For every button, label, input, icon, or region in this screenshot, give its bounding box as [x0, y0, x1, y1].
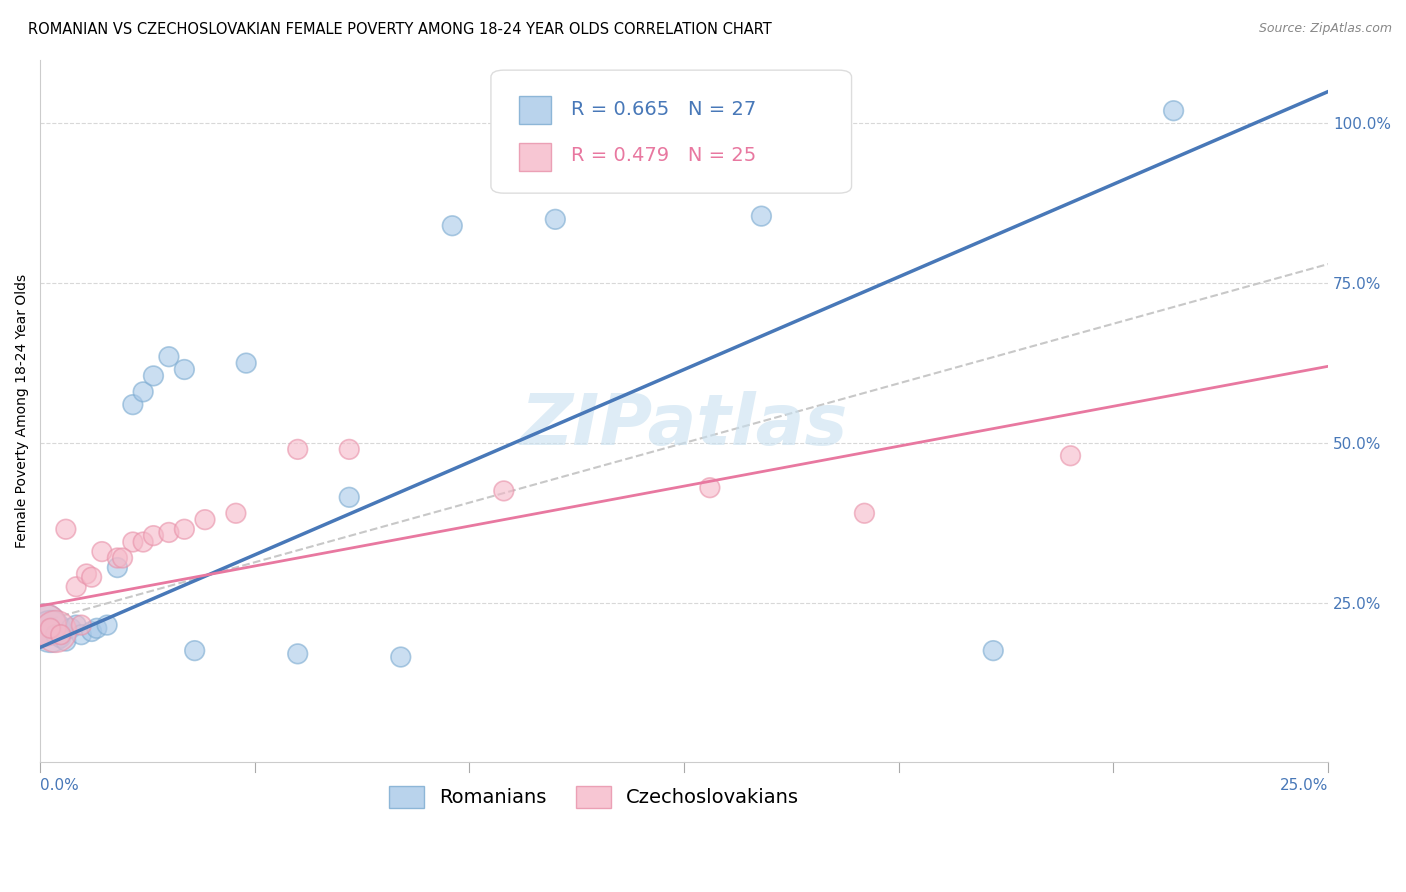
- Text: R = 0.479   N = 25: R = 0.479 N = 25: [571, 146, 756, 165]
- Point: [1163, 103, 1185, 118]
- Point: [49, 628, 72, 642]
- Point: [441, 219, 464, 233]
- Point: [34, 618, 56, 632]
- Point: [389, 650, 412, 665]
- Point: [183, 643, 205, 657]
- Point: [86, 621, 108, 635]
- Point: [853, 506, 876, 520]
- Point: [492, 483, 515, 498]
- Bar: [519, 143, 551, 170]
- Point: [49, 631, 72, 645]
- Point: [80, 570, 103, 584]
- Text: ROMANIAN VS CZECHOSLOVAKIAN FEMALE POVERTY AMONG 18-24 YEAR OLDS CORRELATION CHA: ROMANIAN VS CZECHOSLOVAKIAN FEMALE POVER…: [28, 22, 772, 37]
- Point: [142, 528, 165, 542]
- Point: [60, 621, 83, 635]
- Point: [111, 551, 134, 566]
- Point: [65, 618, 87, 632]
- FancyBboxPatch shape: [491, 70, 852, 194]
- Point: [76, 566, 98, 581]
- Point: [55, 522, 77, 536]
- Point: [173, 522, 195, 536]
- Bar: [519, 96, 551, 124]
- Point: [65, 580, 87, 594]
- Point: [96, 618, 118, 632]
- Point: [981, 643, 1004, 657]
- Point: [105, 551, 128, 566]
- Point: [55, 634, 77, 648]
- Point: [34, 618, 56, 632]
- Point: [337, 442, 360, 457]
- Point: [699, 481, 721, 495]
- Point: [225, 506, 247, 520]
- Text: Source: ZipAtlas.com: Source: ZipAtlas.com: [1258, 22, 1392, 36]
- Point: [45, 624, 67, 639]
- Point: [70, 628, 93, 642]
- Point: [91, 544, 114, 558]
- Point: [287, 647, 309, 661]
- Point: [105, 560, 128, 574]
- Point: [751, 209, 773, 223]
- Point: [121, 398, 143, 412]
- Point: [45, 628, 67, 642]
- Point: [157, 525, 180, 540]
- Point: [70, 618, 93, 632]
- Point: [1059, 449, 1081, 463]
- Point: [544, 212, 567, 227]
- Point: [132, 535, 155, 549]
- Point: [157, 350, 180, 364]
- Y-axis label: Female Poverty Among 18-24 Year Olds: Female Poverty Among 18-24 Year Olds: [15, 274, 30, 548]
- Point: [132, 384, 155, 399]
- Point: [80, 624, 103, 639]
- Point: [142, 368, 165, 383]
- Point: [235, 356, 257, 370]
- Point: [194, 513, 217, 527]
- Text: R = 0.665   N = 27: R = 0.665 N = 27: [571, 100, 756, 119]
- Point: [39, 621, 62, 635]
- Point: [337, 491, 360, 505]
- Point: [287, 442, 309, 457]
- Legend: Romanians, Czechoslovakians: Romanians, Czechoslovakians: [381, 778, 807, 816]
- Point: [39, 624, 62, 639]
- Text: ZIPatlas: ZIPatlas: [520, 391, 848, 459]
- Point: [121, 535, 143, 549]
- Text: 25.0%: 25.0%: [1279, 779, 1329, 794]
- Text: 0.0%: 0.0%: [41, 779, 79, 794]
- Point: [173, 362, 195, 376]
